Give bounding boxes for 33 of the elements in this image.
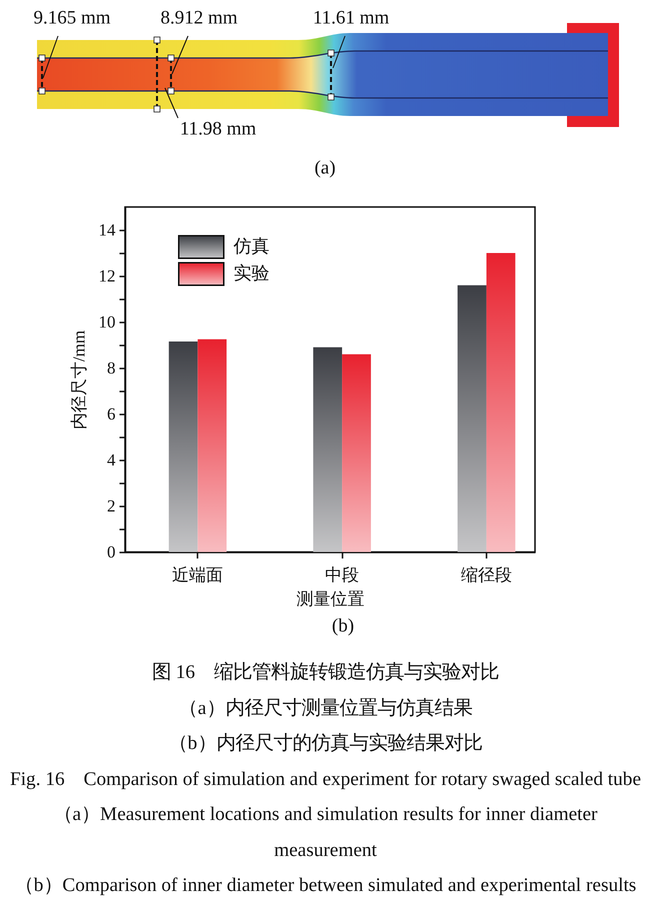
text: (a) [314,158,336,180]
caption: 图 16 缩比管料旋转锻造仿真与实验对比 [150,660,500,685]
y-tick-label: 6 [107,404,116,424]
text: （a）Measurement locations and simulation results for inner diameter measurement [52,803,598,862]
bar [198,339,227,552]
legend-label: 仿真 [232,236,270,256]
text: 11.98 mm [180,118,256,140]
x-tick-label: 缩径段 [460,566,512,584]
y-tick-label: 14 [98,220,116,240]
caption: Fig. 16 Comparison of simulation and experiment for rotary swaged scaled tube [8,768,642,792]
text: （b）Comparison of inner diameter between simulated and experimental results [14,874,638,898]
bar [342,354,371,552]
y-tick-label: 2 [107,496,116,516]
text: 11.61 mm [312,8,390,30]
bar [313,347,342,552]
y-tick-label: 0 [107,542,116,562]
x-tick-label: 中段 [325,566,360,584]
bar [458,285,486,552]
bar [168,342,198,552]
text: 8.912 mm [160,8,238,30]
text: (b) [332,616,354,638]
text: （b）内径尺寸的仿真与实验结果对比 [168,732,484,756]
y-axis-title: 内径尺寸/mm [70,330,88,430]
y-tick-label: 12 [98,266,116,286]
x-axis-title: 测量位置 [296,590,364,608]
legend-label: 实验 [234,263,270,283]
y-tick-label: 8 [107,358,116,378]
y-tick-label: 4 [107,450,116,470]
x-tick-label: 近端面 [172,566,224,584]
text: 9.165 mm [33,8,111,30]
y-tick-label: 10 [98,312,116,332]
text: （a）内径尺寸测量位置与仿真结果 [178,696,474,720]
bar [486,253,516,552]
